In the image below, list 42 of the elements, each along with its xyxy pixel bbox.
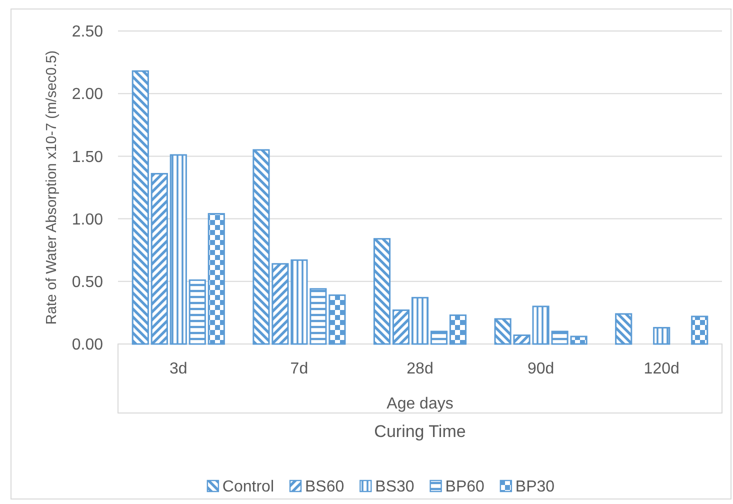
y-tick-label: 0.50 — [72, 274, 104, 291]
legend-label: BS60 — [305, 478, 344, 496]
y-tick-label: 1.50 — [72, 148, 104, 166]
y-tick-label: 0.00 — [72, 336, 104, 354]
bar — [392, 309, 410, 345]
legend-label: Control — [222, 478, 274, 496]
bar — [532, 306, 550, 345]
bar — [132, 70, 149, 345]
bar — [310, 288, 327, 345]
y-tick-label: 2.00 — [72, 86, 104, 104]
bar — [513, 334, 530, 345]
x-tick-label: 90d — [527, 360, 554, 378]
x-axis-title: Curing Time — [374, 422, 466, 441]
bar — [494, 318, 512, 345]
x-tick-label: 3d — [170, 360, 188, 378]
bar — [373, 238, 391, 345]
bar — [170, 154, 187, 345]
legend-label: BP30 — [515, 478, 555, 496]
x-tick-label: 120d — [644, 360, 680, 378]
x-tick-label: 28d — [406, 360, 434, 378]
bar — [272, 263, 289, 345]
bar — [653, 326, 670, 345]
bar — [430, 330, 448, 345]
y-tick-label: 2.50 — [72, 24, 104, 41]
bar — [208, 213, 225, 345]
bar — [150, 172, 168, 345]
legend-label: BS30 — [375, 478, 414, 496]
text: Age days — [386, 396, 454, 413]
bar — [691, 316, 708, 345]
legend-label: BP60 — [445, 478, 485, 496]
bar — [570, 336, 588, 345]
bar — [411, 296, 429, 345]
bar — [290, 259, 308, 345]
bar — [252, 149, 270, 345]
x-tick-label: 7d — [290, 360, 308, 378]
y-axis-title: Rate of Water Absorption x10-7 (m/sec0.5) — [44, 50, 60, 325]
bar — [551, 330, 568, 345]
bar — [328, 294, 346, 345]
y-tick-label: 1.00 — [72, 211, 104, 228]
bar — [449, 314, 467, 345]
bar — [615, 313, 632, 345]
bar — [188, 279, 206, 345]
